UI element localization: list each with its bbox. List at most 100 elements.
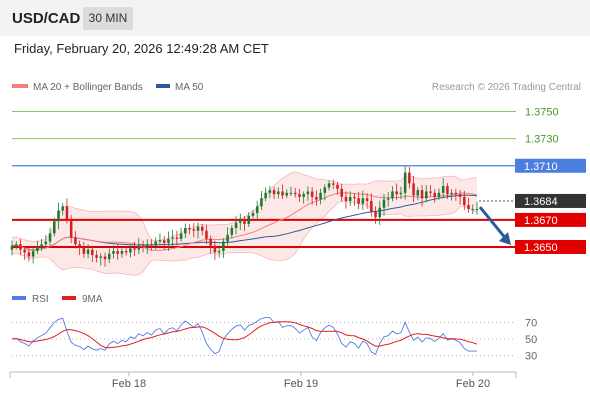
candle xyxy=(475,201,479,215)
candle-body xyxy=(471,209,475,211)
rsi-lines xyxy=(11,317,478,356)
candle-body xyxy=(124,251,128,253)
candle xyxy=(27,246,31,262)
candle-body xyxy=(475,209,479,211)
candle xyxy=(441,178,445,199)
candles xyxy=(10,165,479,267)
candle-body xyxy=(243,219,246,224)
candle-body xyxy=(458,194,462,197)
ma50-legend-swatch xyxy=(156,84,170,88)
candle-body xyxy=(188,228,191,230)
candle xyxy=(306,186,310,201)
candle-body xyxy=(141,245,145,247)
candle-body xyxy=(99,256,103,258)
candle-body xyxy=(150,244,153,246)
candle xyxy=(154,237,157,250)
candle xyxy=(454,188,458,201)
candle-body xyxy=(154,241,157,246)
level-tag-1.3670 xyxy=(515,212,586,227)
candle-body xyxy=(209,238,212,246)
candle-body xyxy=(365,198,369,201)
candle xyxy=(222,238,225,259)
rsi-ma-legend-swatch xyxy=(62,296,76,300)
candle-body xyxy=(162,240,166,243)
level-label-1.3750: 1.3750 xyxy=(525,107,559,119)
rsi-ma-legend-label: 9MA xyxy=(82,294,103,305)
candle xyxy=(107,248,111,264)
rsi-line xyxy=(11,317,477,356)
ma20-legend-label: MA 20 + Bollinger Bands xyxy=(33,82,143,93)
candle xyxy=(146,239,149,255)
candle xyxy=(348,191,352,206)
candle xyxy=(289,186,293,197)
candle-body xyxy=(226,234,229,242)
header-bar: USD/CAD 30 MIN xyxy=(0,0,590,36)
candle xyxy=(19,239,22,256)
candle xyxy=(200,223,204,236)
candle-body xyxy=(298,194,301,197)
candle xyxy=(285,189,289,199)
ma20-line xyxy=(11,192,478,251)
candle xyxy=(158,233,162,245)
candle xyxy=(23,246,26,260)
candle xyxy=(95,250,98,263)
candle xyxy=(420,184,424,207)
level-label-1.3670: 1.3670 xyxy=(524,215,558,227)
rsi-legend-swatch xyxy=(12,296,26,300)
candle-body xyxy=(196,226,200,231)
candle-body xyxy=(416,190,420,196)
candle-body xyxy=(213,245,217,253)
candle xyxy=(327,180,331,191)
interval-badge[interactable]: 30 MIN xyxy=(83,7,133,30)
x-tick-label: Feb 20 xyxy=(456,378,490,390)
candle xyxy=(78,240,81,256)
candle-body xyxy=(403,172,407,193)
candle xyxy=(310,186,314,205)
candle-body xyxy=(27,252,31,257)
candle xyxy=(150,239,153,251)
candle-body xyxy=(116,251,119,254)
candle-body xyxy=(57,210,60,222)
credit-label: Research © 2026 Trading Central xyxy=(432,82,581,93)
candle-body xyxy=(348,196,352,201)
candle xyxy=(179,227,183,242)
candle-body xyxy=(285,192,289,196)
ma50-legend-label: MA 50 xyxy=(175,82,204,93)
candle-body xyxy=(217,251,221,253)
candle xyxy=(429,185,432,197)
candle xyxy=(281,184,284,199)
candle xyxy=(69,214,73,244)
candle xyxy=(188,224,191,235)
moving-averages xyxy=(11,192,478,251)
current-price-label: 1.3684 xyxy=(524,196,558,208)
candle xyxy=(175,230,179,246)
candle xyxy=(370,193,373,217)
candle-body xyxy=(450,192,453,195)
candle-body xyxy=(306,191,310,195)
candle xyxy=(399,186,403,200)
candle xyxy=(395,183,398,200)
candle-body xyxy=(336,184,339,189)
candle-body xyxy=(107,253,111,260)
candle-body xyxy=(357,198,360,204)
level-label-1.3710: 1.3710 xyxy=(524,161,558,173)
candle-body xyxy=(40,244,43,247)
candle xyxy=(251,209,255,219)
bollinger-lower xyxy=(11,200,478,276)
candle-body xyxy=(234,222,238,229)
candle-body xyxy=(293,192,297,195)
candle xyxy=(91,246,94,263)
candle-body xyxy=(61,206,64,211)
candle xyxy=(217,245,221,258)
candle xyxy=(226,227,229,246)
candle xyxy=(353,193,356,206)
candle-body xyxy=(65,206,69,220)
candle xyxy=(74,231,77,249)
candle xyxy=(463,190,466,210)
candle xyxy=(86,244,90,259)
candle xyxy=(260,190,263,210)
candle-body xyxy=(112,251,115,254)
candle xyxy=(302,191,305,204)
candle-body xyxy=(302,194,305,197)
candle xyxy=(133,241,136,256)
